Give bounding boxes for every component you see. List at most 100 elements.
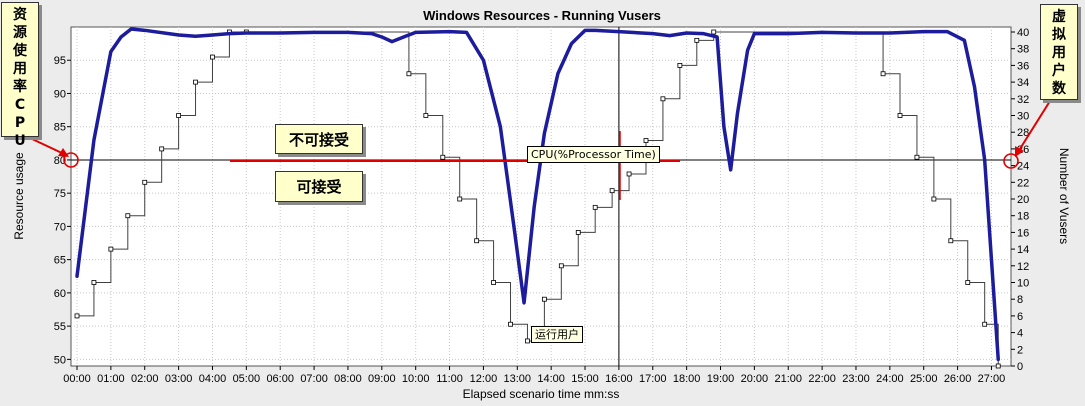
vusers-point	[694, 37, 700, 43]
vusers-point	[193, 79, 198, 85]
x-tick-label: 00:00	[63, 373, 91, 385]
x-tick-label: 07:00	[300, 373, 328, 385]
left-callout-arrowhead	[58, 148, 69, 157]
x-tick-label: 10:00	[402, 373, 430, 385]
vusers-point	[508, 321, 513, 327]
y2-tick-label: 34	[1017, 77, 1029, 89]
y2-tick-label: 2	[1017, 344, 1023, 356]
vusers-point	[142, 179, 148, 185]
right-note-char: 户	[1052, 63, 1066, 79]
left-note-char: 率	[13, 79, 27, 95]
y-tick-label: 85	[54, 122, 66, 134]
y-tick-label: 70	[54, 221, 66, 233]
vusers-point	[880, 71, 886, 77]
y2-tick-label: 20	[1017, 194, 1029, 206]
vusers-point	[440, 154, 446, 160]
y2-axis-title: Number of Vusers	[1057, 148, 1071, 244]
right-note-char: 虚	[1052, 9, 1066, 25]
vusers-point	[660, 96, 666, 102]
cpu-series-tooltip: CPU(%Processor Time)	[527, 146, 660, 163]
right-note-char: 数	[1052, 81, 1066, 97]
x-axis-title: Elapsed scenario time mm:ss	[463, 387, 620, 401]
x-tick-label: 05:00	[233, 373, 261, 385]
y-tick-label: 50	[54, 354, 66, 366]
vusers-point	[643, 138, 649, 143]
x-tick-label: 17:00	[639, 373, 667, 385]
y-tick-label: 60	[54, 288, 66, 300]
vusers-point	[176, 113, 182, 118]
right-callout-arrow	[1017, 100, 1051, 153]
vusers-point	[609, 188, 615, 194]
x-tick-label: 13:00	[504, 373, 532, 385]
vusers-point	[125, 213, 131, 219]
x-tick-label: 08:00	[334, 373, 362, 385]
vusers-point	[948, 238, 954, 244]
x-axis-ticks: 00:00 01:00 02:00 03:00 04:00 05:00 06:00 07:00…	[63, 366, 1005, 385]
x-tick-label: 24:00	[876, 373, 904, 385]
plot-area	[70, 26, 1012, 367]
vusers-point	[931, 196, 937, 202]
left-note-char: P	[14, 115, 26, 131]
x-tick-label: 16:00	[605, 373, 633, 385]
vusers-point	[491, 280, 496, 285]
x-tick-label: 25:00	[910, 373, 938, 385]
vusers-point	[558, 263, 564, 269]
x-tick-label: 20:00	[741, 373, 769, 385]
y2-tick-label: 16	[1017, 227, 1029, 239]
x-tick-label: 19:00	[707, 373, 735, 385]
right-callout-arrowhead	[1015, 146, 1024, 157]
x-tick-label: 21:00	[774, 373, 802, 385]
y2-tick-label: 36	[1017, 60, 1029, 72]
vusers-series-line	[77, 31, 999, 366]
vusers-point	[91, 280, 97, 285]
y2-tick-label: 24	[1017, 161, 1029, 173]
vusers-point	[897, 113, 903, 118]
y2-tick-label: 18	[1017, 211, 1029, 223]
y-tick-label: 75	[54, 188, 66, 200]
y2-tick-label: 8	[1017, 294, 1023, 306]
unacceptable-note: 不可接受	[275, 124, 363, 154]
y2-tick-label: 32	[1017, 94, 1029, 106]
y2-tick-label: 40	[1017, 27, 1029, 39]
left-note-char: 用	[13, 61, 27, 77]
left-note-char: C	[14, 97, 26, 113]
y2-tick-label: 6	[1017, 311, 1023, 323]
left-callout-arrow	[29, 137, 65, 155]
vusers-point	[474, 238, 480, 244]
vusers-point	[965, 280, 971, 285]
series-layer	[74, 27, 1001, 369]
y-tick-label: 90	[54, 88, 66, 100]
right-threshold-circle	[1003, 153, 1019, 169]
x-tick-label: 23:00	[842, 373, 870, 385]
right-note-char: 用	[1052, 45, 1066, 61]
right-note-char: 拟	[1052, 27, 1066, 43]
left-note-char: 使	[13, 43, 27, 59]
y2-tick-label: 10	[1017, 278, 1029, 290]
y2-tick-label: 28	[1017, 127, 1029, 139]
cpu-series-line	[75, 27, 1000, 362]
left-note-char: 源	[13, 25, 27, 41]
x-tick-label: 22:00	[808, 373, 836, 385]
vusers-point	[626, 171, 632, 177]
x-tick-label: 04:00	[199, 373, 227, 385]
vusers-point	[711, 29, 717, 35]
vusers-point	[575, 230, 581, 235]
vusers-point	[677, 63, 683, 68]
vusers-point	[406, 71, 412, 77]
y2-tick-label: 38	[1017, 44, 1029, 56]
left-note-char: 资	[13, 7, 27, 23]
vusers-point	[995, 363, 1001, 369]
x-tick-label: 12:00	[470, 373, 498, 385]
y2-tick-label: 0	[1017, 361, 1023, 373]
y-tick-label: 80	[54, 155, 66, 167]
y2-tick-label: 30	[1017, 111, 1029, 123]
right-axis-note: 虚 拟 用 户 数	[1040, 4, 1078, 100]
x-tick-label: 03:00	[165, 373, 193, 385]
vusers-point	[423, 113, 429, 118]
left-axis-ticks: 50 55 60 65 70 75 80 85 90 95	[54, 55, 71, 366]
vusers-point	[982, 321, 988, 327]
left-note-char: U	[14, 133, 26, 149]
vusers-point	[457, 196, 463, 202]
left-axis-note: 资 源 使 用 率 C P U	[1, 2, 39, 149]
vusers-point	[592, 204, 598, 210]
